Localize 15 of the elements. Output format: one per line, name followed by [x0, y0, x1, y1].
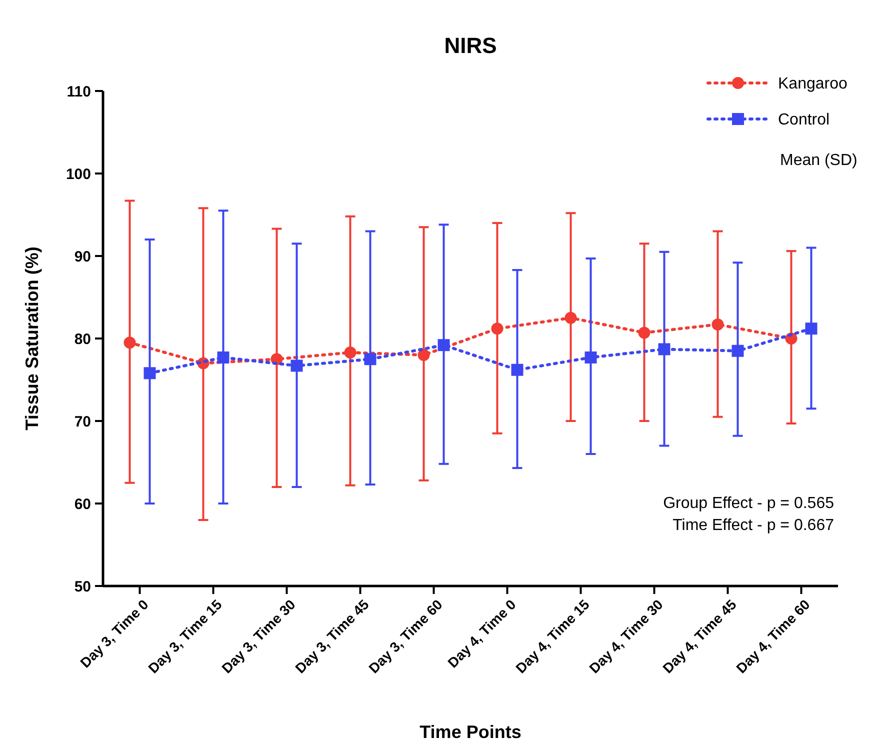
y-tick-label: 70: [74, 413, 91, 430]
annotation: Group Effect - p = 0.565: [663, 495, 834, 512]
y-tick-label: 80: [74, 330, 91, 348]
y-tick-label: 50: [74, 578, 91, 596]
y-tick-label: 60: [74, 496, 91, 513]
x-axis-title: Time Points: [420, 722, 522, 742]
annotation: Time Effect - p = 0.667: [672, 517, 834, 534]
y-axis-title: Tissue Saturation (%): [22, 246, 42, 430]
legend-label: Kangaroo: [778, 76, 848, 93]
legend-label: Control: [778, 112, 830, 129]
annotation: Mean (SD): [780, 152, 858, 169]
y-tick-label: 110: [66, 83, 91, 100]
chart-title: NIRS: [444, 33, 497, 58]
y-tick-label: 100: [66, 166, 91, 183]
y-tick-label: 90: [74, 248, 91, 266]
